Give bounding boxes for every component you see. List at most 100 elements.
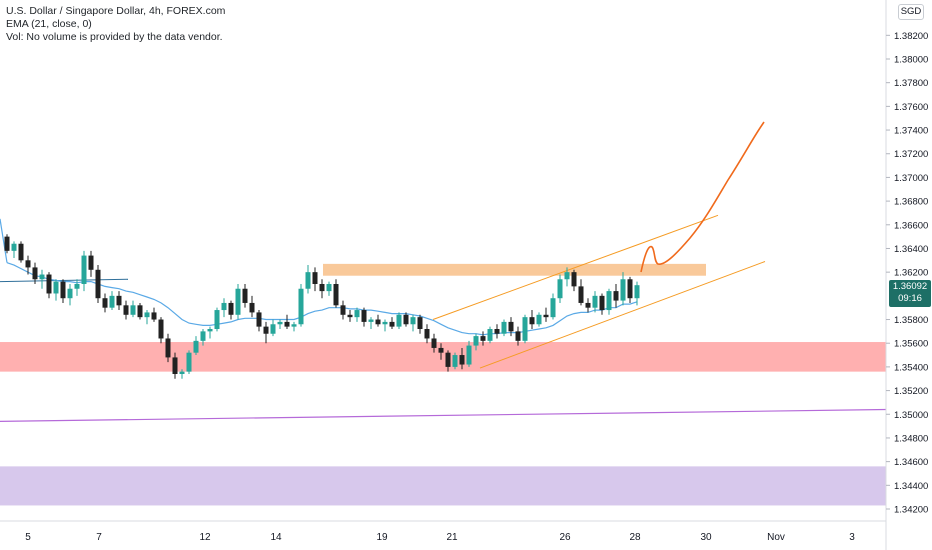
candle-body	[417, 317, 423, 329]
price-tick-label: 1.37800	[894, 78, 928, 89]
candle-body	[445, 352, 451, 367]
ema-indicator-label[interactable]: EMA (21, close, 0)	[6, 18, 92, 30]
symbol-title[interactable]: U.S. Dollar / Singapore Dollar, 4h, FORE…	[6, 5, 226, 17]
candle-body	[179, 371, 185, 374]
price-tick-label: 1.34600	[894, 457, 928, 468]
candle-body	[396, 314, 402, 327]
candle-body	[326, 284, 332, 292]
candle-body	[606, 291, 612, 311]
candle-body	[543, 314, 549, 318]
candle-body	[4, 236, 10, 251]
candle-body	[123, 305, 129, 315]
candle-body	[347, 314, 353, 318]
candle-body	[452, 355, 458, 367]
long-trend-line	[0, 408, 887, 422]
candle-body	[354, 310, 360, 318]
channel-upper-line	[432, 214, 719, 320]
candle-body	[508, 321, 514, 332]
price-tick-label: 1.34400	[894, 481, 928, 492]
candle-body	[137, 305, 143, 318]
price-tick-label: 1.35800	[894, 315, 928, 326]
candle-body	[312, 272, 318, 284]
candle-body	[438, 347, 444, 353]
candle-body	[81, 255, 87, 284]
price-tick-label: 1.35000	[894, 410, 928, 421]
time-tick-label: 21	[446, 532, 458, 543]
price-tick-label: 1.36800	[894, 197, 928, 208]
candle-body	[221, 302, 227, 311]
candle-body	[473, 336, 479, 346]
candle-body	[277, 321, 283, 325]
candle-body	[25, 260, 31, 268]
candle-body	[585, 302, 591, 308]
candle-body	[200, 331, 206, 341]
current-price-tag: 1.36092 09:16	[889, 280, 931, 307]
candle-body	[256, 312, 262, 327]
candle-body	[186, 352, 192, 372]
candle-body	[487, 329, 493, 341]
time-tick-label: 3	[849, 532, 855, 543]
candle-body	[130, 305, 136, 315]
candle-body	[403, 314, 409, 325]
price-tick-label: 1.38200	[894, 31, 928, 42]
resistance-zone	[323, 263, 706, 276]
candle-body	[11, 243, 17, 251]
price-tick-label: 1.35200	[894, 386, 928, 397]
candle-body	[550, 298, 556, 318]
projection-path	[640, 121, 765, 273]
candle-body	[228, 302, 234, 315]
candle-body	[501, 321, 507, 334]
candle-body	[263, 326, 269, 334]
price-tick-label: 1.37400	[894, 126, 928, 137]
currency-button[interactable]: SGD	[898, 4, 924, 20]
ema-line	[6, 262, 638, 336]
candle-body	[578, 286, 584, 303]
candle-body	[599, 295, 605, 311]
price-tick-label: 1.38000	[894, 55, 928, 66]
candle-body	[613, 291, 619, 301]
candle-body	[319, 284, 325, 292]
time-tick-label: 5	[25, 532, 31, 543]
candle-body	[361, 310, 367, 322]
candle-body	[95, 269, 101, 299]
candle-body	[627, 279, 633, 299]
current-price-value: 1.36092	[892, 281, 928, 292]
candle-body	[305, 272, 311, 289]
ema-early-line	[0, 218, 8, 263]
zone-layer	[0, 263, 886, 506]
candle-body	[144, 312, 150, 318]
candle-body	[515, 331, 521, 341]
price-tick-label: 1.35600	[894, 339, 928, 350]
drawing-layer	[0, 121, 887, 422]
candle-body	[109, 295, 115, 308]
candle-body	[536, 314, 542, 325]
volume-indicator-label[interactable]: Vol: No volume is provided by the data v…	[6, 31, 223, 43]
candle-body	[480, 336, 486, 341]
candle-body	[459, 355, 465, 365]
candle-body	[165, 338, 171, 358]
candle-body	[368, 319, 374, 322]
candle-body	[60, 281, 66, 299]
candle-body	[375, 319, 381, 325]
ema-stub-line	[0, 278, 129, 283]
price-tick-label: 1.37200	[894, 149, 928, 160]
candle-body	[158, 319, 164, 339]
candle-body	[88, 255, 94, 270]
price-tick-label: 1.36200	[894, 268, 928, 279]
countdown-timer: 09:16	[898, 293, 922, 304]
candle-body	[207, 329, 213, 332]
price-tick-label: 1.37000	[894, 173, 928, 184]
candle-body	[522, 317, 528, 341]
candle-body	[466, 345, 472, 365]
lower-zone	[0, 466, 886, 506]
chart-legend: U.S. Dollar / Singapore Dollar, 4h, FORE…	[6, 5, 225, 44]
channel-lower-line	[479, 261, 766, 369]
time-tick-label: 19	[376, 532, 388, 543]
candle-body	[235, 288, 241, 315]
candle-body	[74, 284, 80, 289]
candle-body	[32, 267, 38, 280]
time-tick-label: 14	[270, 532, 282, 543]
price-tick-label: 1.36400	[894, 244, 928, 255]
time-tick-label: 12	[199, 532, 211, 543]
